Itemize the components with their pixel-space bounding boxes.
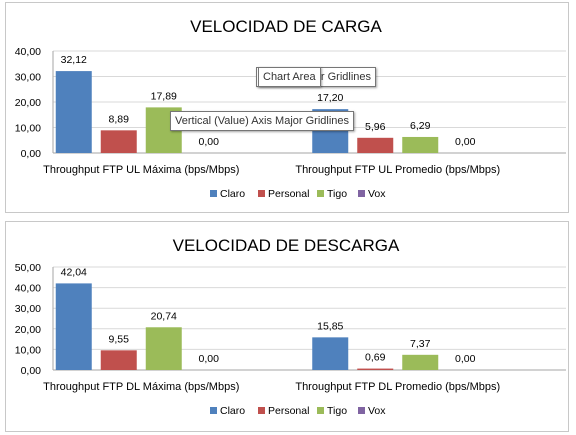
legend-swatch-personal — [258, 407, 265, 414]
y-tick-label: 30,00 — [15, 303, 41, 315]
y-tick-label: 50,00 — [15, 262, 41, 274]
legend-swatch-personal — [258, 190, 265, 197]
y-tick-label: 0,00 — [21, 148, 42, 160]
data-label: 5,96 — [365, 121, 386, 133]
y-tick-label: 20,00 — [15, 324, 41, 336]
category-label: Throughput FTP UL Máxima (bps/Mbps) — [43, 164, 239, 176]
legend-swatch-vox — [358, 190, 365, 197]
data-label: 0,00 — [455, 353, 476, 365]
data-label: 17,89 — [151, 90, 177, 102]
category-label: Throughput FTP UL Promedio (bps/Mbps) — [295, 164, 500, 176]
legend-label-personal: Personal — [268, 405, 309, 417]
tooltip-chart-area: Chart Area — [258, 67, 321, 87]
legend-label-tigo: Tigo — [327, 188, 347, 200]
data-label: 42,04 — [61, 266, 87, 278]
data-label: 6,29 — [410, 120, 431, 132]
y-tick-label: 10,00 — [15, 344, 41, 356]
y-tick-label: 40,00 — [15, 283, 41, 295]
legend-label-vox: Vox — [368, 405, 386, 417]
chart-title: VELOCIDAD DE DESCARGA — [173, 236, 400, 255]
y-tick-label: 20,00 — [15, 97, 41, 109]
legend-label-vox: Vox — [368, 188, 386, 200]
chart-title: VELOCIDAD DE CARGA — [190, 17, 382, 36]
category-label: Throughput FTP DL Promedio (bps/Mbps) — [295, 381, 500, 393]
y-tick-label: 10,00 — [15, 123, 41, 135]
data-label: 17,20 — [317, 92, 343, 104]
data-label: 0,69 — [365, 352, 386, 364]
chart-velocidad-de-descarga[interactable]: VELOCIDAD DE DESCARGA 0,00 10,00 20,00 30,00… — [5, 221, 569, 432]
bar-personal — [357, 137, 394, 153]
data-label: 0,00 — [199, 136, 220, 148]
bar-tigo — [402, 136, 439, 153]
bar-claro — [55, 71, 92, 153]
data-label: 8,89 — [109, 113, 130, 125]
data-label: 0,00 — [199, 353, 220, 365]
data-label: 7,37 — [410, 338, 431, 350]
legend-swatch-tigo — [317, 190, 324, 197]
bar-claro — [312, 337, 349, 370]
bar-claro — [55, 283, 92, 370]
data-label: 20,74 — [151, 310, 177, 322]
legend-swatch-claro — [210, 407, 217, 414]
y-tick-label: 40,00 — [15, 46, 41, 58]
legend-label-claro: Claro — [220, 188, 245, 200]
legend-label-claro: Claro — [220, 405, 245, 417]
bar-personal — [357, 368, 394, 370]
legend-label-tigo: Tigo — [327, 405, 347, 417]
y-tick-label: 0,00 — [21, 365, 42, 377]
y-tick-label: 30,00 — [15, 72, 41, 84]
data-label: 32,12 — [61, 54, 87, 66]
chart-velocidad-de-carga[interactable]: VELOCIDAD DE CARGA 0,00 10,00 20,00 30,00 40,… — [5, 2, 569, 213]
chart-svg-carga: VELOCIDAD DE CARGA 0,00 10,00 20,00 30,00 40,… — [15, 17, 566, 200]
bar-tigo — [145, 327, 182, 370]
legend-swatch-claro — [210, 190, 217, 197]
bar-tigo — [402, 354, 439, 370]
legend-swatch-tigo — [317, 407, 324, 414]
chart-svg-descarga: VELOCIDAD DE DESCARGA 0,00 10,00 20,00 30,00… — [15, 236, 566, 417]
bar-personal — [100, 130, 137, 153]
data-label: 0,00 — [455, 136, 476, 148]
category-label: Throughput FTP DL Máxima (bps/Mbps) — [43, 381, 239, 393]
bar-personal — [100, 350, 137, 370]
tooltip-vertical-axis-gridlines: Vertical (Value) Axis Major Gridlines — [170, 111, 355, 131]
data-label: 9,55 — [109, 333, 130, 345]
legend-label-personal: Personal — [268, 188, 309, 200]
legend-swatch-vox — [358, 407, 365, 414]
data-label: 15,85 — [317, 320, 343, 332]
